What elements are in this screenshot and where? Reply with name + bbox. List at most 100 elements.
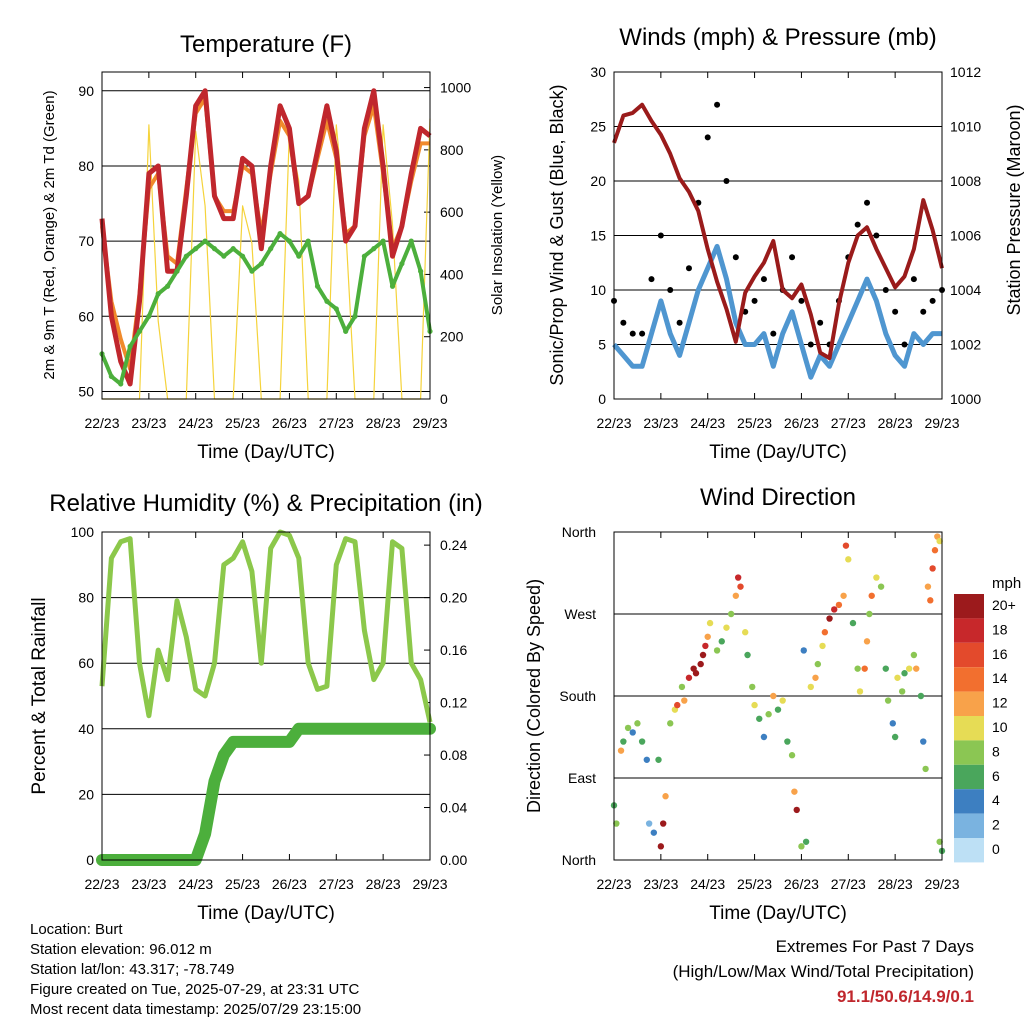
direction-point	[692, 670, 700, 677]
direction-point	[662, 793, 669, 800]
direction-point	[821, 629, 829, 636]
direction-point	[624, 724, 632, 732]
direction-point	[685, 674, 693, 681]
direction-point	[660, 820, 667, 827]
dewpoint-point	[230, 246, 236, 252]
direction-point	[702, 642, 709, 650]
gust-point	[714, 101, 721, 108]
direction-point	[770, 692, 777, 700]
dewpoint-point	[249, 268, 255, 274]
direction-point	[931, 547, 939, 554]
direction-point	[866, 610, 873, 618]
gust-point	[760, 276, 767, 283]
colorbar-swatch	[954, 838, 984, 863]
y-tick-label: North	[562, 524, 596, 540]
direction-point	[657, 843, 665, 850]
direction-point	[906, 665, 913, 672]
x-tick-label: 27/23	[319, 415, 354, 431]
direction-point	[920, 738, 927, 745]
dewpoint-point	[314, 283, 321, 289]
direction-point	[718, 638, 725, 645]
direction-point	[927, 597, 934, 604]
direction-point	[713, 647, 721, 654]
direction-point	[917, 692, 925, 700]
direction-point	[873, 574, 880, 581]
direction-panel: Wind Direction Direction (Colored By Spe…	[524, 484, 1021, 924]
dewpoint-point	[333, 306, 339, 312]
x-tick-label: 28/23	[366, 876, 401, 892]
direction-point	[889, 720, 896, 727]
humidity-ylabel: Percent & Total Rainfall	[29, 597, 50, 794]
direction-point	[936, 537, 943, 545]
y-tick-label: 60	[78, 655, 94, 671]
dewpoint-point	[343, 328, 349, 334]
direction-point	[800, 647, 807, 654]
y-tick-label: 15	[590, 228, 606, 244]
direction-point	[882, 665, 889, 672]
gust-point	[807, 341, 814, 348]
dewpoint-point	[146, 313, 152, 319]
gust-point	[854, 221, 861, 228]
x-tick-label: 29/23	[924, 876, 959, 892]
direction-point	[723, 624, 730, 631]
colorbar-swatch	[954, 813, 984, 838]
x-tick-label: 26/23	[784, 876, 819, 892]
dewpoint-point	[127, 343, 133, 349]
y-tick-label: 100	[71, 524, 95, 540]
x-tick-label: 23/23	[643, 415, 678, 431]
colorbar-label: 20+	[992, 597, 1016, 613]
dewpoint-point	[399, 261, 405, 267]
y-tick-label: 25	[590, 119, 606, 135]
y-tick-label: 60	[78, 308, 94, 324]
direction-point	[779, 697, 786, 704]
y2-tick-label: 1002	[950, 337, 981, 353]
dewpoint-point	[418, 268, 424, 274]
dewpoint-point	[380, 238, 386, 244]
direction-point	[727, 610, 735, 618]
colorbar-swatch	[954, 642, 984, 668]
gust-point	[873, 232, 880, 239]
station-latlon: Station lat/lon: 43.317; -78.749	[30, 961, 235, 978]
x-tick-label: 25/23	[225, 876, 260, 892]
colorbar-label: 6	[992, 768, 1000, 784]
dewpoint-point	[268, 246, 274, 252]
gust-point	[910, 276, 917, 283]
direction-point	[913, 665, 920, 672]
x-tick-label: 24/23	[690, 876, 725, 892]
colorbar-label: 0	[992, 841, 1000, 857]
direction-point	[831, 606, 838, 613]
x-tick-label: 29/23	[412, 415, 447, 431]
direction-point	[613, 820, 620, 827]
direction-point	[894, 674, 901, 681]
direction-point	[650, 829, 658, 836]
direction-point	[798, 843, 805, 850]
direction-point	[617, 747, 625, 754]
y2-tick-label: 1000	[950, 391, 981, 407]
temp-2m-line	[99, 88, 432, 387]
gust-point	[901, 341, 908, 348]
direction-point	[868, 592, 875, 599]
direction-point	[877, 583, 885, 590]
x-tick-label: 22/23	[84, 876, 119, 892]
colorbar-label: 16	[992, 646, 1008, 662]
dewpoint-point	[371, 246, 377, 252]
dewpoint-point	[211, 246, 218, 252]
recent-timestamp: Most recent data timestamp: 2025/07/29 2…	[30, 1001, 362, 1018]
x-tick-label: 27/23	[831, 415, 866, 431]
dewpoint-point	[174, 268, 180, 274]
y2-tick-label: 0.04	[440, 800, 467, 816]
dewpoint-point	[277, 231, 283, 237]
direction-point	[697, 660, 704, 668]
direction-point	[732, 592, 740, 599]
x-tick-label: 24/23	[690, 415, 725, 431]
direction-point	[742, 629, 749, 636]
colorbar-label: 4	[992, 792, 1000, 808]
gust-point	[817, 319, 824, 326]
dewpoint-point	[324, 298, 330, 304]
direction-point	[638, 738, 646, 745]
direction-point	[704, 633, 711, 640]
dewpoint-point	[352, 313, 358, 319]
plot-frame	[613, 71, 943, 400]
direction-point	[845, 556, 852, 563]
